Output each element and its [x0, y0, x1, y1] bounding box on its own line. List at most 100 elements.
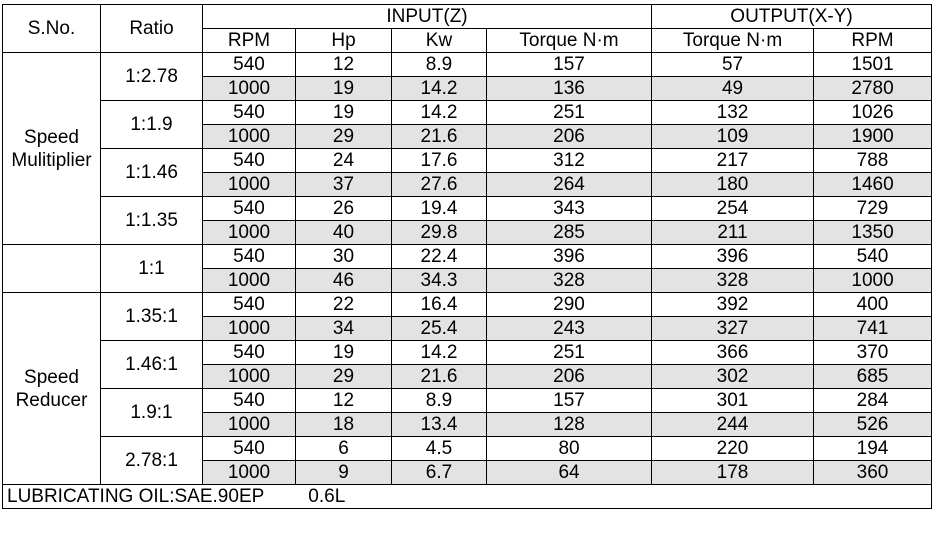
value-cell: 400 [813, 292, 933, 317]
value-cell: 19.4 [391, 196, 487, 221]
input-column-header: Torque N·m [485, 28, 653, 53]
group-label-line: Mulitiplier [11, 149, 92, 171]
value-cell: 244 [651, 412, 815, 437]
value-cell: 34.3 [391, 268, 487, 293]
table-row: Speed Mulitiplier 1:2.78 540 12 8.9 157 57 1501 [2, 52, 933, 245]
ratio-cell: 1.35:1 [100, 292, 203, 341]
value-cell: 1000 [813, 268, 933, 293]
value-cell: 1501 [813, 52, 933, 77]
value-cell: 26 [295, 196, 392, 221]
ratio-cell: 1:2.78 [100, 52, 203, 101]
table-row: 1000 40 29.8 285 211 1350 [3, 220, 933, 245]
subheader-row: RPM Hp Kw Torque N·m Torque N·m RPM [3, 28, 933, 53]
value-cell: 264 [485, 172, 653, 197]
value-cell: 285 [485, 220, 653, 245]
value-cell: 1000 [202, 76, 296, 101]
value-cell: 1000 [202, 364, 296, 389]
group-label [2, 244, 101, 293]
value-cell: 540 [202, 100, 296, 125]
value-cell: 30 [295, 244, 392, 269]
value-cell: 29.8 [391, 220, 487, 245]
group-label-line: Speed [24, 126, 79, 148]
value-cell: 540 [202, 340, 296, 365]
value-cell: 251 [485, 340, 653, 365]
ratio-cell: 1:1 [100, 244, 203, 293]
table-row: 1:1.46 540 24 17.6 312 217 788 [3, 148, 933, 197]
value-cell: 741 [813, 316, 933, 341]
lubricating-oil-text: LUBRICATING OIL:SAE.90EP [7, 485, 265, 507]
output-column-header: Torque N·m [651, 28, 815, 53]
value-cell: 1000 [202, 316, 296, 341]
value-cell: 8.9 [391, 388, 487, 413]
value-cell: 540 [202, 244, 296, 269]
value-cell: 1000 [202, 412, 296, 437]
ratio-cell: 2.78:1 [100, 436, 203, 485]
table-row: 1000 29 21.6 206 109 1900 [3, 124, 933, 149]
value-cell: 1460 [813, 172, 933, 197]
value-cell: 40 [295, 220, 392, 245]
value-cell: 540 [202, 196, 296, 221]
value-cell: 366 [651, 340, 815, 365]
value-cell: 178 [651, 460, 815, 485]
value-cell: 360 [813, 460, 933, 485]
value-cell: 21.6 [391, 124, 487, 149]
value-cell: 29 [295, 124, 392, 149]
group-label: Speed Reducer [2, 292, 101, 485]
input-column-header: Kw [391, 28, 487, 53]
table-row: 1000 37 27.6 264 180 1460 [3, 172, 933, 197]
value-cell: 25.4 [391, 316, 487, 341]
value-cell: 1000 [202, 460, 296, 485]
value-cell: 9 [295, 460, 392, 485]
value-cell: 243 [485, 316, 653, 341]
group-label-line: Speed [24, 366, 79, 388]
value-cell: 370 [813, 340, 933, 365]
value-cell: 14.2 [391, 100, 487, 125]
table-row: 1000 46 34.3 328 328 1000 [3, 268, 933, 293]
table-row: Speed Reducer 1.35:1 540 22 16.4 290 392 400 [2, 292, 933, 485]
ratio-cell: 1:1.46 [100, 148, 203, 197]
value-cell: 6.7 [391, 460, 487, 485]
value-cell: 1000 [202, 124, 296, 149]
value-cell: 19 [295, 76, 392, 101]
value-cell: 206 [485, 364, 653, 389]
ratio-header: Ratio [100, 4, 203, 53]
value-cell: 1026 [813, 100, 933, 125]
value-cell: 301 [651, 388, 815, 413]
table-row: 1.9:1 540 12 8.9 157 301 284 [3, 388, 933, 437]
value-cell: 180 [651, 172, 815, 197]
value-cell: 22 [295, 292, 392, 317]
value-cell: 34 [295, 316, 392, 341]
value-cell: 1350 [813, 220, 933, 245]
value-cell: 729 [813, 196, 933, 221]
value-cell: 327 [651, 316, 815, 341]
header-row: S.No. Ratio INPUT(Z) OUTPUT(X-Y) [2, 4, 933, 53]
gearbox-spec-table: S.No. Ratio INPUT(Z) OUTPUT(X-Y) RPM Hp Kw Torq… [1, 4, 933, 509]
value-cell: 27.6 [391, 172, 487, 197]
input-column-header: Hp [295, 28, 392, 53]
value-cell: 540 [202, 52, 296, 77]
value-cell: 14.2 [391, 340, 487, 365]
value-cell: 21.6 [391, 364, 487, 389]
value-cell: 1000 [202, 220, 296, 245]
value-cell: 1000 [202, 172, 296, 197]
value-cell: 4.5 [391, 436, 487, 461]
value-cell: 12 [295, 52, 392, 77]
value-cell: 49 [651, 76, 815, 101]
value-cell: 328 [485, 268, 653, 293]
value-cell: 206 [485, 124, 653, 149]
value-cell: 13.4 [391, 412, 487, 437]
table-row: 1:1 540 30 22.4 396 396 540 [2, 244, 933, 293]
ratio-cell: 1:1.9 [100, 100, 203, 149]
value-cell: 251 [485, 100, 653, 125]
value-cell: 392 [651, 292, 815, 317]
value-cell: 24 [295, 148, 392, 173]
value-cell: 328 [651, 268, 815, 293]
value-cell: 29 [295, 364, 392, 389]
table-row: 1000 9 6.7 64 178 360 [3, 460, 933, 485]
value-cell: 128 [485, 412, 653, 437]
input-column-header: RPM [202, 28, 296, 53]
value-cell: 132 [651, 100, 815, 125]
value-cell: 540 [202, 292, 296, 317]
value-cell: 211 [651, 220, 815, 245]
value-cell: 254 [651, 196, 815, 221]
